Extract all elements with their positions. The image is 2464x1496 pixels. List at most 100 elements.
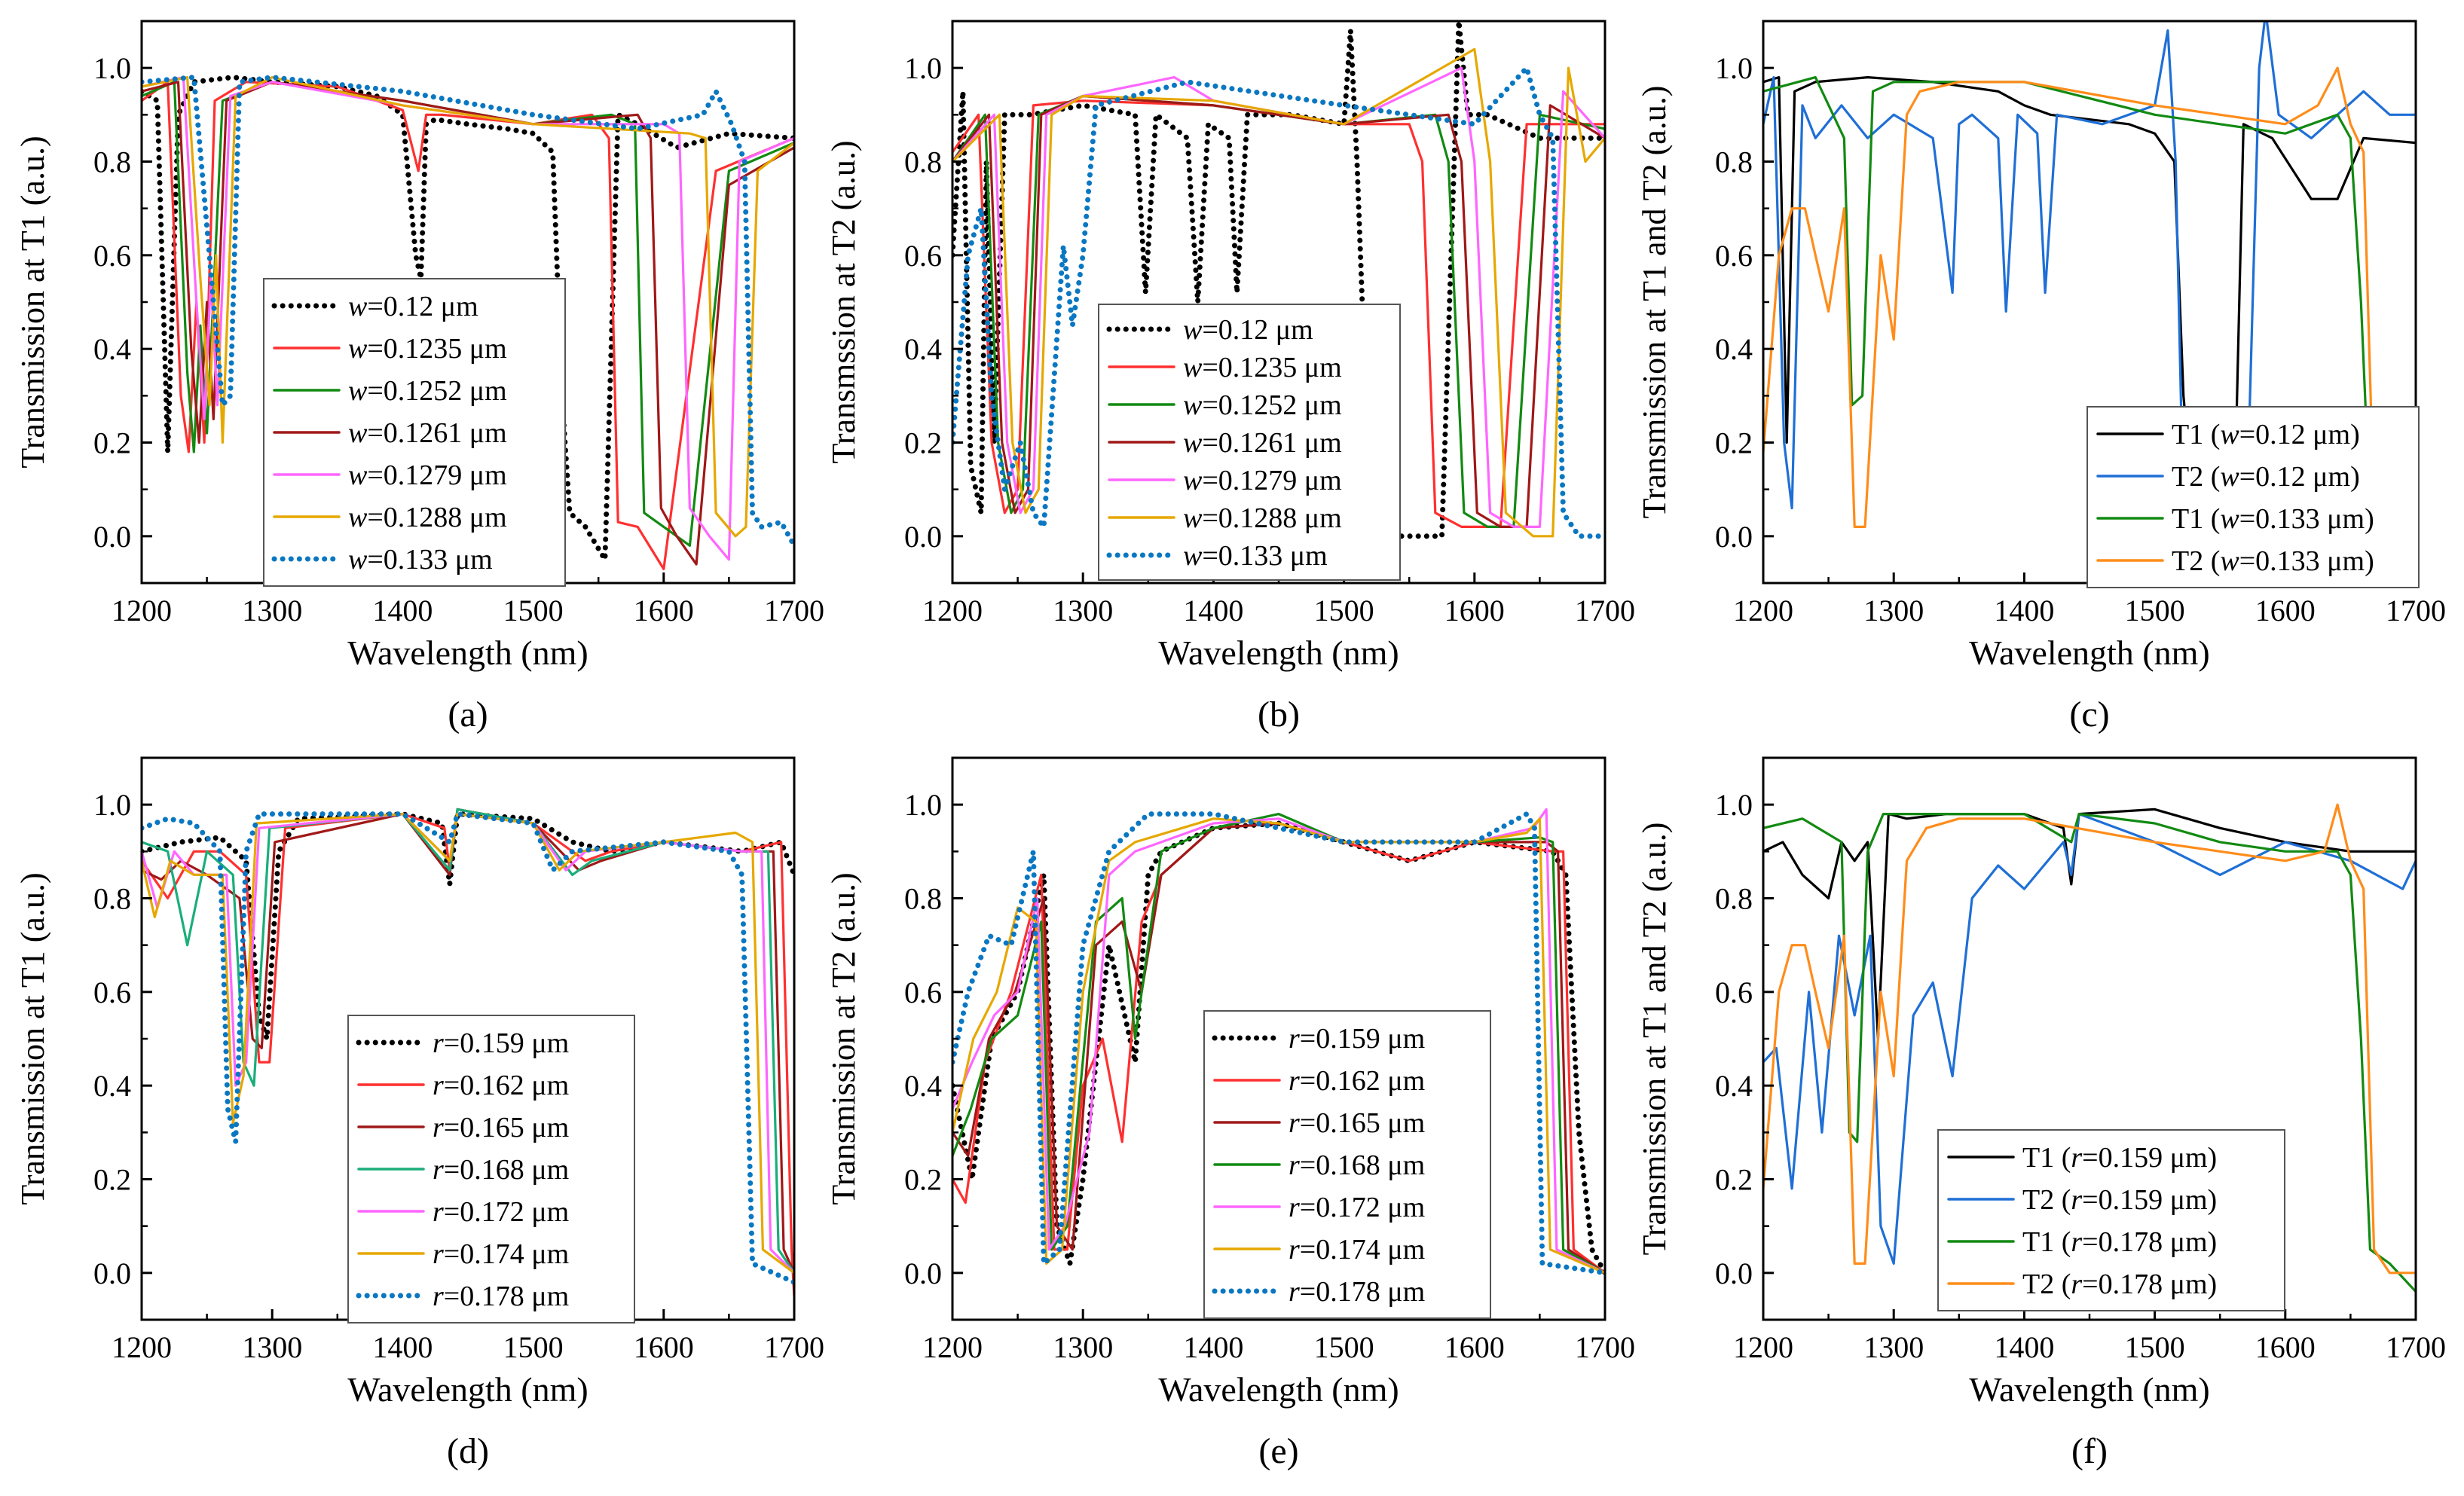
x-tick-label: 1500 bbox=[2125, 1330, 2185, 1364]
series-line-c-2 bbox=[1763, 75, 2416, 557]
legend-label: T2 (w=0.133 μm) bbox=[2172, 545, 2374, 577]
chart-panel-d: 1200 1300 1400 1500 1600 1700 0.0 0.2 0.4 0.6 0.8 1… bbox=[14, 756, 824, 1471]
series-group bbox=[952, 808, 1605, 1276]
legend-label: w=0.1252 μm bbox=[348, 375, 507, 407]
legend-label: w=0.1261 μm bbox=[1183, 427, 1342, 459]
legend-label: w=0.1252 μm bbox=[1183, 389, 1342, 421]
legend-label: w=0.12 μm bbox=[1183, 314, 1313, 346]
y-tick-label: 0.2 bbox=[93, 1163, 131, 1197]
x-tick-label: 1300 bbox=[1053, 1330, 1113, 1364]
y-tick-label: 0.2 bbox=[1715, 1163, 1753, 1197]
y-tick-label: 0.8 bbox=[1715, 145, 1753, 179]
legend-label: T1 (r=0.178 μm) bbox=[2022, 1226, 2217, 1258]
series-line-c-3 bbox=[1763, 66, 2416, 538]
x-tick-label: 1300 bbox=[242, 594, 302, 627]
panel-caption: (d) bbox=[447, 1431, 489, 1471]
x-tick-label: 1200 bbox=[112, 1330, 172, 1364]
series-line-a-0 bbox=[142, 75, 794, 563]
series-line-f-3 bbox=[1763, 803, 2416, 1275]
legend-label: r=0.172 μm bbox=[1289, 1192, 1425, 1223]
x-tick-label: 1600 bbox=[634, 1330, 694, 1364]
series-line-c-0 bbox=[1763, 75, 2416, 566]
series-group bbox=[952, 21, 1605, 539]
series-group bbox=[1763, 21, 2416, 566]
legend-label: r=0.174 μm bbox=[1289, 1234, 1425, 1265]
x-tick-label: 1700 bbox=[2386, 594, 2446, 627]
legend-label: T2 (r=0.159 μm) bbox=[2022, 1184, 2217, 1216]
y-tick-label: 0.2 bbox=[904, 426, 942, 460]
chart-panel-a: 1200 1300 1400 1500 1600 1700 0.0 0.2 0.4 0.6 0.8 1… bbox=[14, 20, 824, 734]
y-tick-label: 0.2 bbox=[904, 1163, 942, 1197]
x-tick-label: 1600 bbox=[1444, 594, 1505, 627]
panel-caption: (e) bbox=[1258, 1431, 1298, 1471]
x-tick-label: 1200 bbox=[1733, 1330, 1793, 1364]
y-axis-label: Transmssion at T2 (a.u.) bbox=[825, 141, 862, 464]
x-tick-label: 1200 bbox=[1733, 594, 1793, 627]
y-tick-label: 1.0 bbox=[93, 788, 131, 822]
legend-label: r=0.162 μm bbox=[433, 1070, 569, 1101]
x-tick-label: 1500 bbox=[503, 1330, 564, 1364]
x-tick-label: 1500 bbox=[503, 594, 564, 627]
series-group bbox=[1763, 803, 2416, 1293]
x-tick-label: 1500 bbox=[1314, 594, 1374, 627]
x-tick-label: 1400 bbox=[1183, 1330, 1243, 1364]
series-group bbox=[142, 808, 794, 1298]
x-tick-label: 1400 bbox=[372, 1330, 433, 1364]
y-tick-label: 0.8 bbox=[93, 882, 131, 916]
series-line-a-1 bbox=[142, 81, 794, 571]
y-tick-label: 0.8 bbox=[904, 882, 942, 916]
y-tick-label: 0.0 bbox=[904, 1256, 942, 1290]
legend-label: w=0.1235 μm bbox=[1183, 352, 1342, 383]
x-tick-label: 1700 bbox=[764, 1330, 824, 1364]
legend-label: r=0.178 μm bbox=[433, 1281, 569, 1312]
x-tick-label: 1300 bbox=[1863, 1330, 1924, 1364]
x-axis-label: Wavelength (nm) bbox=[1158, 634, 1399, 672]
legend-label: T1 (w=0.12 μm) bbox=[2172, 419, 2360, 450]
y-axis-label: Transmission at T1 (a.u.) bbox=[14, 872, 51, 1204]
legend-label: r=0.165 μm bbox=[433, 1112, 569, 1143]
x-tick-label: 1400 bbox=[1994, 594, 2054, 627]
series-line-b-0 bbox=[952, 21, 1605, 539]
x-tick-label: 1200 bbox=[112, 594, 172, 627]
series-line-f-0 bbox=[1763, 808, 2416, 1040]
legend-label: r=0.159 μm bbox=[433, 1027, 569, 1059]
x-tick-label: 1600 bbox=[1444, 1330, 1505, 1364]
y-axis-label: Transmission at T1 (a.u.) bbox=[14, 136, 51, 468]
chart-panel-f: 1200 1300 1400 1500 1600 1700 0.0 0.2 0.4 0.6 0.8 1… bbox=[1636, 756, 2446, 1471]
chart-panel-c: 1200 1300 1400 1500 1600 1700 0.0 0.2 0.4 0.6 0.8 1… bbox=[1636, 20, 2446, 734]
x-tick-label: 1200 bbox=[922, 1330, 983, 1364]
legend-label: T2 (r=0.178 μm) bbox=[2022, 1269, 2217, 1300]
legend-label: r=0.165 μm bbox=[1289, 1107, 1425, 1139]
chart-panel-e: 1200 1300 1400 1500 1600 1700 0.0 0.2 0.4 0.6 0.8 1… bbox=[825, 756, 1635, 1471]
legend-label: w=0.1261 μm bbox=[348, 417, 507, 449]
series-line-d-5 bbox=[142, 812, 794, 1275]
x-axis-label: Wavelength (nm) bbox=[347, 1370, 588, 1409]
legend-label: T1 (r=0.159 μm) bbox=[2022, 1142, 2217, 1174]
x-tick-label: 1700 bbox=[1575, 594, 1635, 627]
y-tick-label: 1.0 bbox=[904, 788, 942, 822]
y-tick-label: 0.6 bbox=[1715, 239, 1753, 273]
y-tick-label: 1.0 bbox=[1715, 788, 1753, 822]
x-tick-label: 1600 bbox=[634, 594, 694, 627]
legend-label: T1 (w=0.133 μm) bbox=[2172, 503, 2374, 535]
series-line-f-1 bbox=[1763, 812, 2416, 1265]
y-axis-label: Transmission at T1 and T2 (a.u.) bbox=[1636, 86, 1673, 519]
legend-label: w=0.1288 μm bbox=[1183, 502, 1342, 534]
legend-label: w=0.1279 μm bbox=[1183, 465, 1342, 496]
chart-panel-b: 1200 1300 1400 1500 1600 1700 0.0 0.2 0.4 0.6 0.8 1… bbox=[825, 20, 1635, 734]
y-tick-label: 1.0 bbox=[1715, 51, 1753, 85]
y-tick-label: 0.4 bbox=[904, 1069, 942, 1103]
legend-label: r=0.168 μm bbox=[433, 1154, 569, 1186]
y-tick-label: 1.0 bbox=[904, 51, 942, 85]
y-tick-label: 1.0 bbox=[93, 51, 131, 85]
x-tick-label: 1400 bbox=[372, 594, 433, 627]
x-axis-label: Wavelength (nm) bbox=[1158, 1370, 1399, 1409]
y-tick-label: 0.8 bbox=[904, 145, 942, 179]
panel-caption: (a) bbox=[448, 695, 488, 734]
x-tick-label: 1600 bbox=[2255, 594, 2316, 627]
x-tick-label: 1400 bbox=[1183, 594, 1243, 627]
series-line-d-6 bbox=[142, 811, 794, 1285]
y-tick-label: 0.0 bbox=[93, 1256, 131, 1290]
legend-label: T2 (w=0.12 μm) bbox=[2172, 461, 2360, 493]
